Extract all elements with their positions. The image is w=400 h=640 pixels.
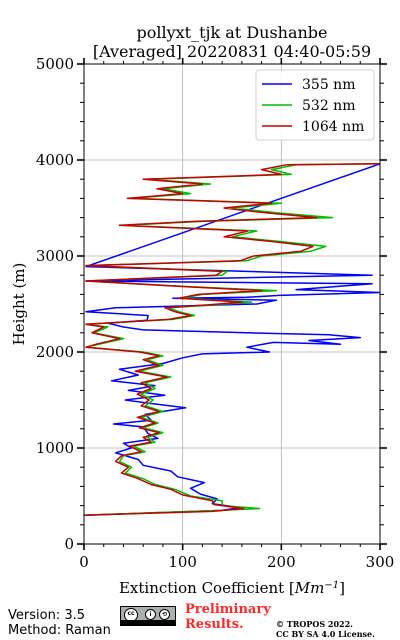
x-tick-label: 100 <box>168 553 197 571</box>
series-lines <box>84 163 380 516</box>
x-axis-label-suffix: ] <box>339 579 345 597</box>
x-tick-label: 300 <box>366 553 395 571</box>
sa-icon: ⟲ <box>159 609 170 620</box>
x-axis-label-prefix: Extinction Coefficient [ <box>119 579 295 597</box>
y-tick-label: 1000 <box>36 439 74 457</box>
x-tick-label: 0 <box>79 553 89 571</box>
y-tick-label: 2000 <box>36 343 74 361</box>
legend-entry: 532 nm <box>302 98 355 114</box>
cc-license-badge: cc i ⟲ <box>120 606 176 626</box>
copyright-line-1: © TROPOS 2022. <box>276 619 353 629</box>
legend-entry: 355 nm <box>302 77 355 93</box>
x-axis-label-exponent: −1 <box>324 580 339 591</box>
copyright-line-2: CC BY SA 4.0 License. <box>276 629 375 639</box>
preliminary-line-1: Preliminary <box>185 602 271 617</box>
series-line-1064-nm <box>84 163 380 516</box>
copyright-note: © TROPOS 2022. CC BY SA 4.0 License. <box>276 619 375 639</box>
x-axis-label: Extinction Coefficient [Mm−1] <box>119 579 345 597</box>
version-text: Version: 3.5 <box>8 608 85 623</box>
y-tick-label: 5000 <box>36 55 74 73</box>
legend: 355 nm 532 nm 1064 nm <box>255 69 375 141</box>
plot-area-frame <box>83 63 381 545</box>
method-text: Method: Raman <box>8 623 111 638</box>
y-axis-label: Height (m) <box>10 263 28 346</box>
chart-title-line-1: pollyxt_tjk at Dushanbe <box>136 23 328 42</box>
x-axis-label-unit: Mm <box>294 579 325 597</box>
x-tick-label: 200 <box>267 553 296 571</box>
y-tick-label: 3000 <box>36 247 74 265</box>
legend-box <box>255 69 375 141</box>
badge-band <box>121 620 175 625</box>
by-icon: i <box>145 609 156 620</box>
legend-entry: 1064 nm <box>302 119 364 135</box>
series-line-355-nm <box>84 163 380 516</box>
y-tick-label: 4000 <box>36 151 74 169</box>
preliminary-results-note: Preliminary Results. <box>185 602 271 632</box>
y-tick-label: 0 <box>64 535 74 553</box>
preliminary-line-2: Results. <box>185 617 244 632</box>
chart-title-line-2: [Averaged] 20220831 04:40-05:59 <box>92 42 372 61</box>
